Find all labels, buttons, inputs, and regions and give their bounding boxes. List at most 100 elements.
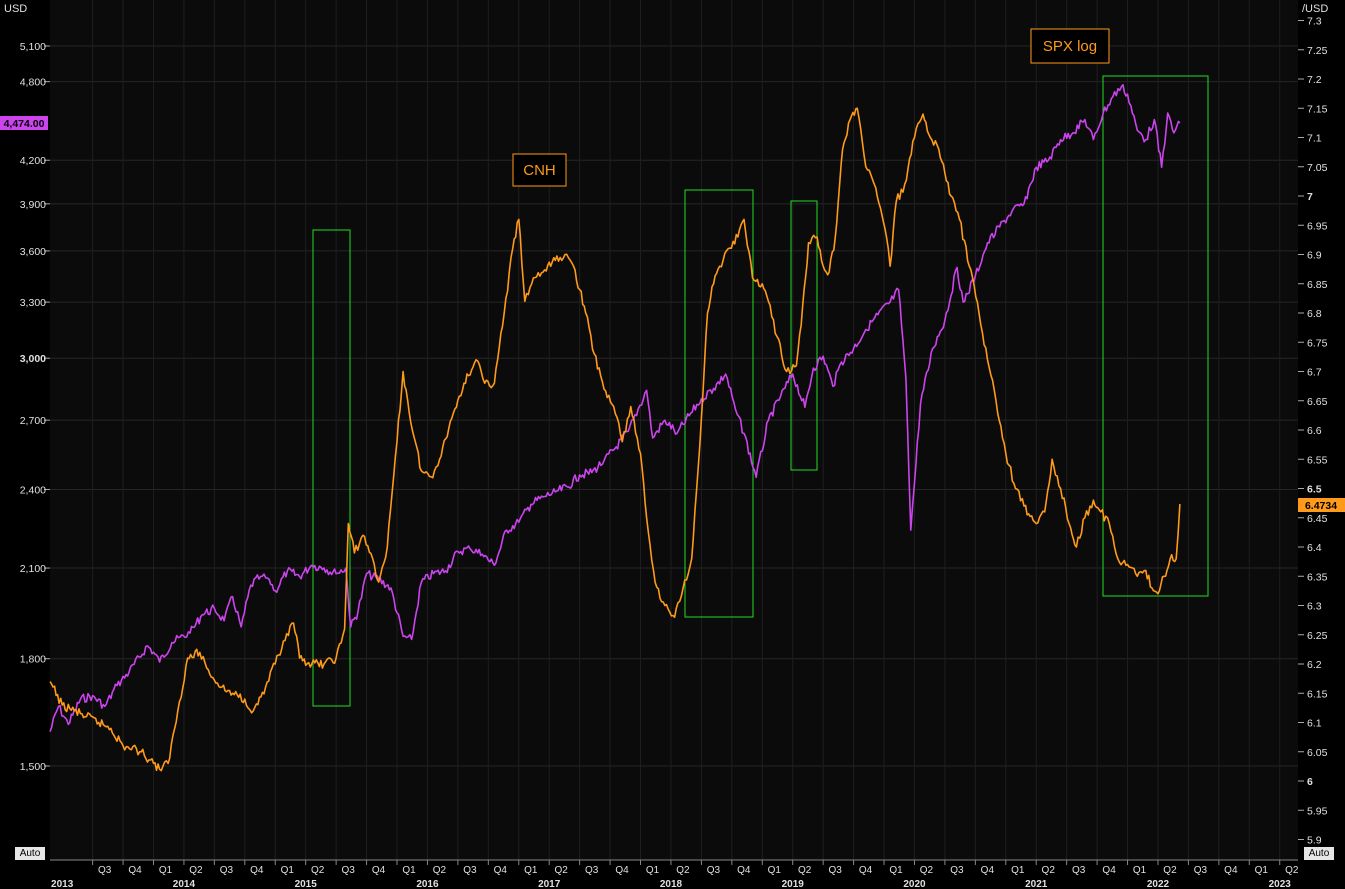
right-axis-tick-label: 6.45 bbox=[1307, 513, 1328, 525]
quarter-label: Q2 bbox=[555, 865, 569, 876]
spx-last-value-tag bbox=[0, 116, 48, 130]
value-tags: 4,474.00 6.4734 bbox=[0, 116, 1345, 512]
quarter-label: Q4 bbox=[981, 865, 995, 876]
quarter-label: Q4 bbox=[372, 865, 386, 876]
right-auto-button[interactable]: Auto bbox=[1304, 847, 1334, 860]
right-axis-tick-label: 6.3 bbox=[1307, 601, 1322, 613]
highlight-box bbox=[312, 229, 351, 707]
legend-spx-box bbox=[1030, 28, 1110, 64]
right-axis-tick-label: 7 bbox=[1307, 191, 1313, 203]
left-axis-tick-label: 1,500 bbox=[20, 761, 46, 773]
legend-spx-label: SPX log bbox=[1043, 38, 1097, 55]
quarter-label: Q3 bbox=[1072, 865, 1086, 876]
quarter-label: Q1 bbox=[159, 865, 173, 876]
year-label: 2018 bbox=[660, 879, 683, 889]
quarter-label: Q1 bbox=[889, 865, 903, 876]
right-axis-tick-label: 7.1 bbox=[1307, 133, 1322, 145]
right-axis-tick-label: 6.65 bbox=[1307, 396, 1328, 408]
left-axis-unit-label: USD bbox=[4, 3, 27, 15]
quarter-label: Q1 bbox=[524, 865, 538, 876]
quarter-label: Q3 bbox=[585, 865, 599, 876]
right-axis-tick-label: 7.3 bbox=[1307, 16, 1322, 28]
left-auto-button[interactable]: Auto bbox=[15, 847, 45, 860]
quarter-label: Q3 bbox=[220, 865, 234, 876]
right-axis-tick-label: 6.35 bbox=[1307, 571, 1328, 583]
right-axis-tick-label: 5.95 bbox=[1307, 805, 1328, 817]
x-axis: Q3 Q4 Q1 Q2 Q3 Q4 Q1 Q2 Q3 Q4 Q1 Q2 Q3 Q4 Q1 Q2 Q3 Q4 Q1 Q2… bbox=[50, 859, 1299, 889]
right-axis-tick-label: 6.95 bbox=[1307, 220, 1328, 232]
highlight-box bbox=[790, 200, 818, 471]
right-axis-tick-label: 6.05 bbox=[1307, 747, 1328, 759]
year-label: 2014 bbox=[173, 879, 196, 889]
right-axis-tick-label: 5.9 bbox=[1307, 835, 1322, 847]
quarter-label: Q4 bbox=[250, 865, 264, 876]
left-axis-tick-label: 5,100 bbox=[20, 41, 46, 53]
right-axis-tick-label: 6.6 bbox=[1307, 425, 1322, 437]
right-axis-tick-label: 6.7 bbox=[1307, 367, 1322, 379]
legend: CNH SPX log bbox=[512, 28, 1110, 187]
quarter-label: Q3 bbox=[463, 865, 477, 876]
year-label: 2021 bbox=[1025, 879, 1048, 889]
quarter-label: Q1 bbox=[1011, 865, 1025, 876]
quarter-label: Q1 bbox=[1255, 865, 1269, 876]
left-axis-tick-label: 2,400 bbox=[20, 484, 46, 496]
cnh-series-line bbox=[49, 107, 1181, 772]
quarter-label: Q4 bbox=[1102, 865, 1116, 876]
year-label: 2023 bbox=[1269, 879, 1292, 889]
year-label: 2013 bbox=[51, 879, 74, 889]
quarter-label: Q1 bbox=[1133, 865, 1147, 876]
right-axis-tick-label: 6 bbox=[1307, 776, 1313, 788]
left-axis-tick-label: 3,600 bbox=[20, 246, 46, 258]
quarter-label: Q4 bbox=[615, 865, 629, 876]
quarter-label: Q1 bbox=[646, 865, 660, 876]
quarter-label: Q4 bbox=[859, 865, 873, 876]
quarter-label: Q4 bbox=[128, 865, 142, 876]
right-axis-tick-label: 7.2 bbox=[1307, 74, 1322, 86]
year-label: 2017 bbox=[538, 879, 561, 889]
quarter-label: Q3 bbox=[950, 865, 964, 876]
highlight-box bbox=[1102, 75, 1209, 597]
right-axis-tick-label: 6.25 bbox=[1307, 630, 1328, 642]
right-axis-tick-label: 7.05 bbox=[1307, 162, 1328, 174]
quarter-label: Q3 bbox=[1194, 865, 1208, 876]
quarter-label: Q1 bbox=[281, 865, 295, 876]
right-axis-tick-label: 6.55 bbox=[1307, 454, 1328, 466]
year-label: 2015 bbox=[295, 879, 318, 889]
legend-cnh-label: CNH bbox=[523, 162, 556, 179]
quarter-label: Q3 bbox=[828, 865, 842, 876]
cnh-last-value-tag bbox=[1298, 498, 1345, 512]
right-axis-tick-label: 6.5 bbox=[1307, 484, 1322, 496]
left-axis-tick-label: 1,800 bbox=[20, 654, 46, 666]
grid bbox=[50, 0, 1298, 860]
year-label: 2022 bbox=[1147, 879, 1170, 889]
right-axis-tick-label: 6.75 bbox=[1307, 337, 1328, 349]
quarter-label: Q4 bbox=[1224, 865, 1238, 876]
quarter-label: Q2 bbox=[1042, 865, 1056, 876]
left-axis-tick-label: 4,200 bbox=[20, 155, 46, 167]
right-axis-tick-label: 6.4 bbox=[1307, 542, 1322, 554]
highlight-boxes bbox=[312, 75, 1209, 707]
right-axis-tick-label: 6.15 bbox=[1307, 688, 1328, 700]
year-label: 2016 bbox=[416, 879, 439, 889]
quarter-label: Q2 bbox=[798, 865, 812, 876]
spx-series-line bbox=[49, 84, 1181, 732]
quarter-label: Q2 bbox=[433, 865, 447, 876]
quarter-label: Q1 bbox=[402, 865, 416, 876]
quarter-label: Q1 bbox=[768, 865, 782, 876]
right-axis-unit-label: /USD bbox=[1302, 3, 1328, 15]
right-axis-tick-label: 6.2 bbox=[1307, 659, 1322, 671]
quarter-label: Q3 bbox=[707, 865, 721, 876]
left-axis-tick-label: 3,900 bbox=[20, 199, 46, 211]
left-axis-tick-label: 2,100 bbox=[20, 563, 46, 575]
right-axis: /USD 5.9 5.95 6 6.05 6.1 6.15 6.2 6.25 6.3 6.35 6.… bbox=[1298, 3, 1328, 847]
right-axis-tick-label: 7.15 bbox=[1307, 103, 1328, 115]
quarter-label: Q3 bbox=[341, 865, 355, 876]
series-group bbox=[49, 84, 1181, 772]
left-axis-tick-label: 4,800 bbox=[20, 77, 46, 89]
right-axis-tick-label: 6.85 bbox=[1307, 279, 1328, 291]
left-axis: USD 1,500 1,800 2,100 2,400 2,700 3,000 3,300 3… bbox=[4, 3, 50, 773]
quarter-label: Q4 bbox=[494, 865, 508, 876]
year-label: 2019 bbox=[782, 879, 805, 889]
right-axis-tick-label: 6.1 bbox=[1307, 718, 1322, 730]
